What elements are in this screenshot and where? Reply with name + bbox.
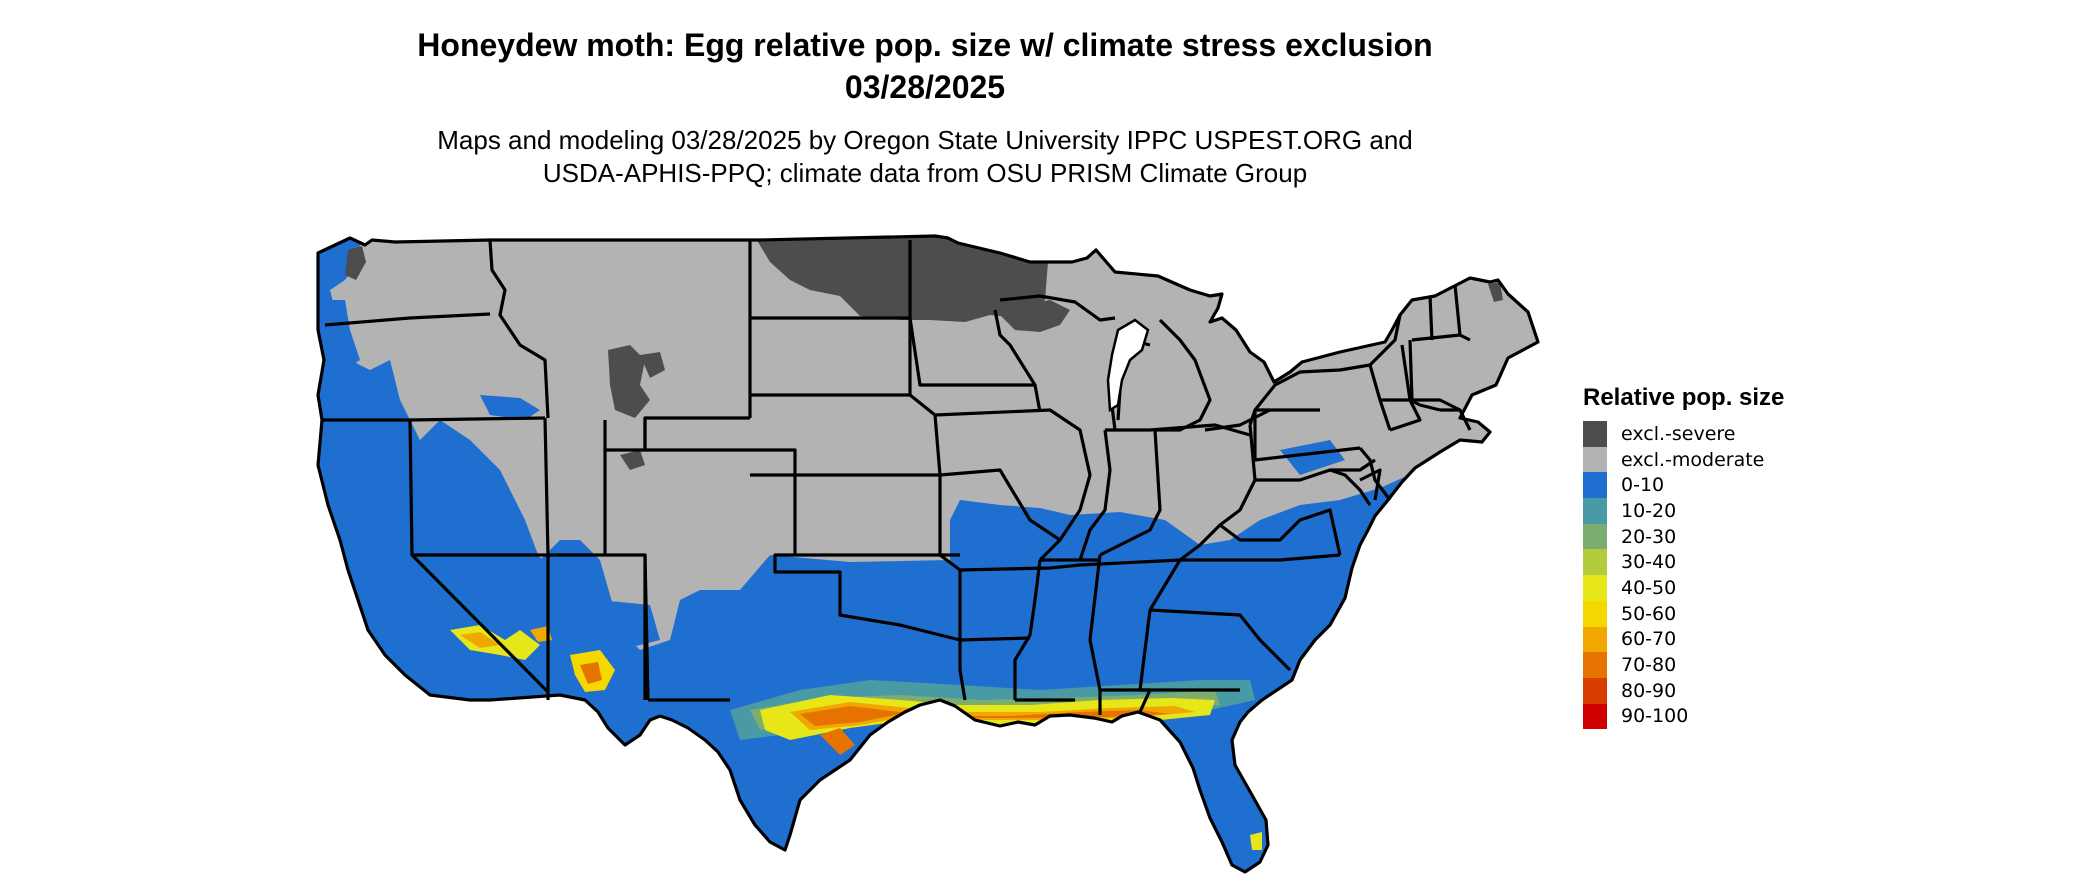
suitability-raster [318, 236, 1538, 872]
legend-swatch [1583, 575, 1607, 601]
legend-swatch [1583, 652, 1607, 678]
great-lakes [1106, 318, 1150, 413]
legend-label: 20-30 [1621, 525, 1677, 548]
legend-swatch [1583, 677, 1607, 704]
legend-swatch [1583, 446, 1607, 473]
subtitle-line-1: Maps and modeling 03/28/2025 by Oregon S… [437, 125, 1413, 155]
legend-label: 50-60 [1621, 602, 1677, 625]
legend-item: 0-10 [1583, 472, 1784, 499]
legend-item: 10-20 [1583, 498, 1784, 524]
legend-label: 90-100 [1621, 705, 1689, 728]
legend-swatch [1583, 472, 1607, 499]
legend-swatch [1583, 626, 1607, 653]
legend-label: 60-70 [1621, 628, 1677, 651]
legend-item: 70-80 [1583, 652, 1784, 678]
legend-item: 50-60 [1583, 600, 1784, 627]
legend-label: excl.-moderate [1621, 448, 1765, 471]
legend-item: excl.-moderate [1583, 446, 1784, 473]
legend-item: 40-50 [1583, 575, 1784, 601]
legend-swatch [1583, 703, 1607, 730]
state-borders [316, 234, 1540, 874]
legend-swatch [1583, 421, 1607, 447]
legend-item: 60-70 [1583, 626, 1784, 653]
subtitle-line-2: USDA-APHIS-PPQ; climate data from OSU PR… [542, 158, 1308, 188]
legend-swatch [1583, 549, 1607, 576]
map-title: Honeydew moth: Egg relative pop. size w/… [417, 27, 1433, 63]
legend-swatch [1583, 523, 1607, 550]
legend-swatch [1583, 498, 1607, 524]
legend-item: 20-30 [1583, 523, 1784, 550]
map-date: 03/28/2025 [844, 69, 1006, 105]
legend: Relative pop. size excl.-severe excl.-mod… [1583, 383, 1785, 730]
legend-label: 40-50 [1621, 576, 1677, 599]
legend-label: 0-10 [1621, 474, 1665, 497]
legend-item: excl.-severe [1583, 421, 1784, 447]
legend-item: 80-90 [1583, 677, 1784, 704]
legend-label: 30-40 [1621, 551, 1677, 574]
legend-items: excl.-severe excl.-moderate 0-10 10-20 20-30… [1583, 421, 1784, 730]
legend-label: excl.-severe [1621, 422, 1736, 445]
legend-title: Relative pop. size [1583, 384, 1785, 411]
legend-swatch [1583, 600, 1607, 627]
legend-label: 10-20 [1621, 499, 1677, 522]
legend-label: 80-90 [1621, 679, 1677, 702]
legend-item: 90-100 [1583, 703, 1784, 730]
legend-item: 30-40 [1583, 549, 1784, 576]
us-map [316, 234, 1540, 874]
legend-label: 70-80 [1621, 654, 1677, 677]
